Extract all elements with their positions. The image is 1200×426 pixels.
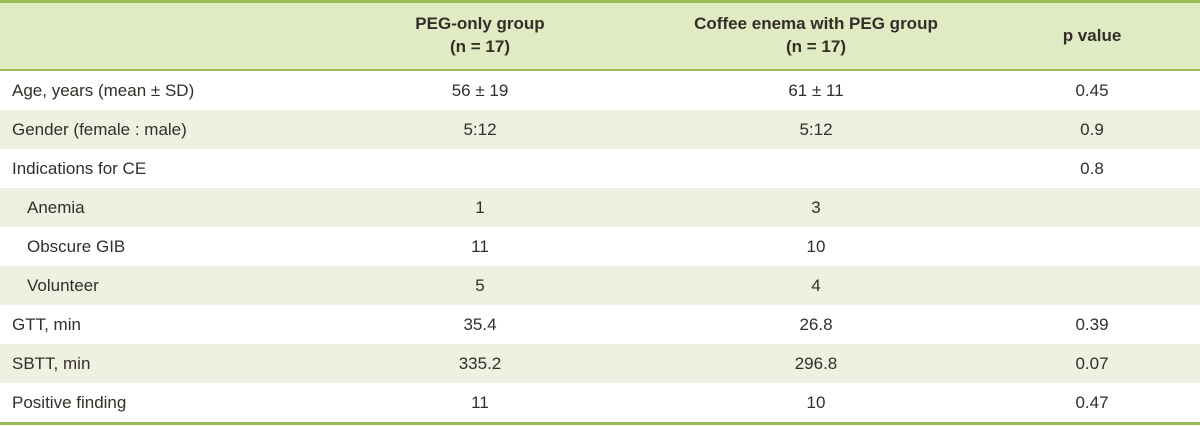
header-peg-group-n: (n = 17): [450, 37, 510, 56]
p-value: 0.9: [984, 110, 1200, 149]
table-row-gtt: GTT, min 35.4 26.8 0.39: [0, 305, 1200, 344]
header-coffee-group-n: (n = 17): [786, 37, 846, 56]
table-row-obscure-gib: Obscure GIB 11 10: [0, 227, 1200, 266]
p-value: 0.45: [984, 70, 1200, 110]
coffee-value: 61 ± 11: [648, 70, 984, 110]
peg-value: 5: [312, 266, 648, 305]
row-label: GTT, min: [0, 305, 312, 344]
coffee-value: [648, 149, 984, 188]
coffee-value: 5:12: [648, 110, 984, 149]
coffee-value: 296.8: [648, 344, 984, 383]
peg-value: [312, 149, 648, 188]
table-row-gender: Gender (female : male) 5:12 5:12 0.9: [0, 110, 1200, 149]
row-label: Positive finding: [0, 383, 312, 425]
coffee-value: 3: [648, 188, 984, 227]
peg-value: 1: [312, 188, 648, 227]
p-value: [984, 266, 1200, 305]
p-value: 0.39: [984, 305, 1200, 344]
p-value: [984, 188, 1200, 227]
row-label: Obscure GIB: [0, 227, 312, 266]
row-label: Anemia: [0, 188, 312, 227]
coffee-value: 4: [648, 266, 984, 305]
p-value: 0.47: [984, 383, 1200, 425]
table-row-volunteer: Volunteer 5 4: [0, 266, 1200, 305]
coffee-value: 26.8: [648, 305, 984, 344]
peg-value: 35.4: [312, 305, 648, 344]
row-label: Gender (female : male): [0, 110, 312, 149]
table-row-anemia: Anemia 1 3: [0, 188, 1200, 227]
peg-value: 11: [312, 383, 648, 425]
row-label: Age, years (mean ± SD): [0, 70, 312, 110]
peg-value: 11: [312, 227, 648, 266]
row-label: Volunteer: [0, 266, 312, 305]
header-empty-cell: [0, 0, 312, 71]
table-row-indications: Indications for CE 0.8: [0, 149, 1200, 188]
coffee-value: 10: [648, 383, 984, 425]
table-row-sbtt: SBTT, min 335.2 296.8 0.07: [0, 344, 1200, 383]
peg-value: 335.2: [312, 344, 648, 383]
table-row-age: Age, years (mean ± SD) 56 ± 19 61 ± 11 0…: [0, 70, 1200, 110]
row-label: SBTT, min: [0, 344, 312, 383]
header-coffee-group-name: Coffee enema with PEG group: [694, 14, 938, 34]
peg-value: 56 ± 19: [312, 70, 648, 110]
p-value: 0.07: [984, 344, 1200, 383]
header-p-value-cell: p value: [984, 0, 1200, 71]
p-value: 0.8: [984, 149, 1200, 188]
peg-value: 5:12: [312, 110, 648, 149]
p-value: [984, 227, 1200, 266]
header-coffee-group-cell: Coffee enema with PEG group (n = 17): [648, 0, 984, 71]
header-row: PEG-only group (n = 17) Coffee enema wit…: [0, 0, 1200, 71]
row-label: Indications for CE: [0, 149, 312, 188]
coffee-value: 10: [648, 227, 984, 266]
header-peg-group-cell: PEG-only group (n = 17): [312, 0, 648, 71]
table-row-positive-finding: Positive finding 11 10 0.47: [0, 383, 1200, 425]
header-peg-group-name: PEG-only group: [415, 14, 545, 34]
